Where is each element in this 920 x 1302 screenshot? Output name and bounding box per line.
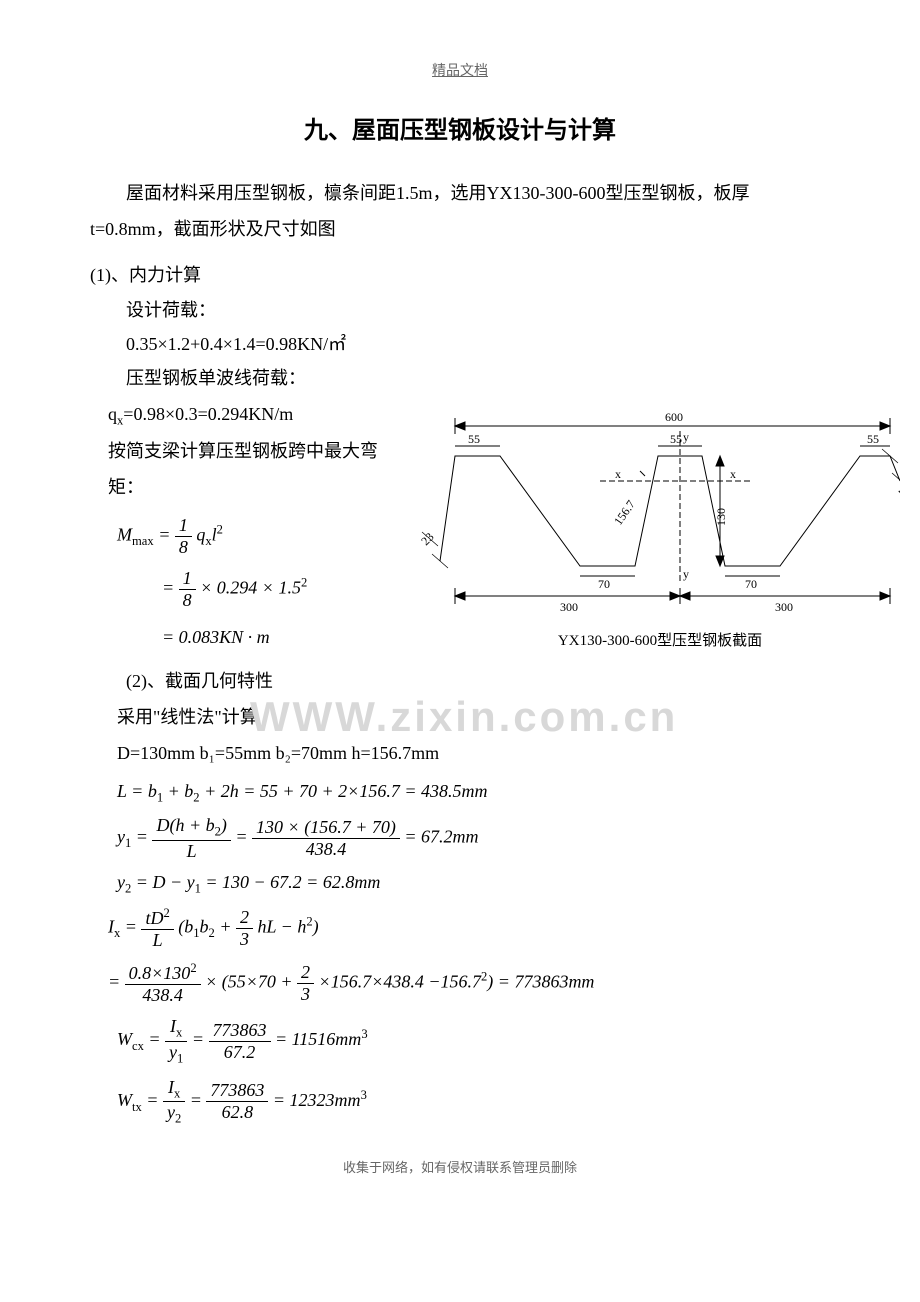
qx-equation: qx=0.98×0.3=0.294KN/m xyxy=(108,396,400,434)
page-header: 精品文档 xyxy=(90,60,830,80)
dim-55c: 55 xyxy=(867,432,879,446)
dim-600: 600 xyxy=(665,410,683,424)
svg-text:x: x xyxy=(730,467,736,481)
wave-load-label: 压型钢板单波线荷载： xyxy=(126,361,830,395)
svg-text:y: y xyxy=(683,567,689,581)
y2-equation: y2 = D − y1 = 130 − 67.2 = 62.8mm xyxy=(117,872,830,897)
dim-130: 130 xyxy=(714,508,728,526)
dim-70a: 70 xyxy=(598,577,610,591)
L-equation: L = b1 + b2 + 2h = 55 + 70 + 2×156.7 = 4… xyxy=(117,781,830,806)
mmax-result: = 0.083KN · m xyxy=(162,627,400,648)
mmax-line2: = 18 × 0.294 × 1.52 xyxy=(162,568,400,611)
mmax-equation: Mmax = 18 qxl2 xyxy=(117,515,400,558)
section-1-title: (1)、内力计算 xyxy=(90,257,830,293)
page-footer: 收集于网络，如有侵权请联系管理员删除 xyxy=(90,1157,830,1176)
document-title: 九、屋面压型钢板设计与计算 xyxy=(90,110,830,145)
cross-section-diagram: 600 300 300 55 55 55 70 70 130 156.7 y y… xyxy=(420,396,900,616)
Wtx-equation: Wtx = Ix y2 = 773863 62.8 = 12323mm3 xyxy=(117,1077,830,1127)
svg-text:x: x xyxy=(615,467,621,481)
dim-1567: 156.7 xyxy=(611,497,638,527)
load-label: 设计荷载： xyxy=(126,293,830,327)
span-label: 按简支梁计算压型钢板跨中最大弯矩： xyxy=(108,433,400,505)
dim-70b: 70 xyxy=(745,577,757,591)
linear-method: 采用"线性法"计算 xyxy=(117,699,830,735)
intro-paragraph: 屋面材料采用压型钢板，檩条间距1.5m，选用YX130-300-600型压型钢板… xyxy=(90,175,830,247)
Ix-equation: Ix = tD2 L (b1b2 + 23 hL − h2) xyxy=(108,906,830,951)
diagram-caption: YX130-300-600型压型钢板截面 xyxy=(420,629,900,650)
svg-text:y: y xyxy=(683,430,689,444)
dim-23b: 23 xyxy=(896,483,900,501)
dim-55b: 55 xyxy=(670,432,682,446)
dim-300a: 300 xyxy=(560,600,578,614)
Wcx-equation: Wcx = Ix y1 = 773863 67.2 = 11516mm3 xyxy=(117,1016,830,1066)
dimensions-line: D=130mm b₁=55mm b₂=70mm h=156.7mm xyxy=(117,735,830,771)
load-calc: 0.35×1.2+0.4×1.4=0.98KN/㎡ xyxy=(126,327,830,361)
dim-55a: 55 xyxy=(468,432,480,446)
Ix-numeric: = 0.8×1302 438.4 × (55×70 + 23 ×156.7×43… xyxy=(108,961,830,1006)
section-2-title: (2)、截面几何特性 xyxy=(126,664,830,698)
dim-300b: 300 xyxy=(775,600,793,614)
y1-equation: y1 = D(h + b2) L = 130 × (156.7 + 70) 43… xyxy=(117,815,830,862)
